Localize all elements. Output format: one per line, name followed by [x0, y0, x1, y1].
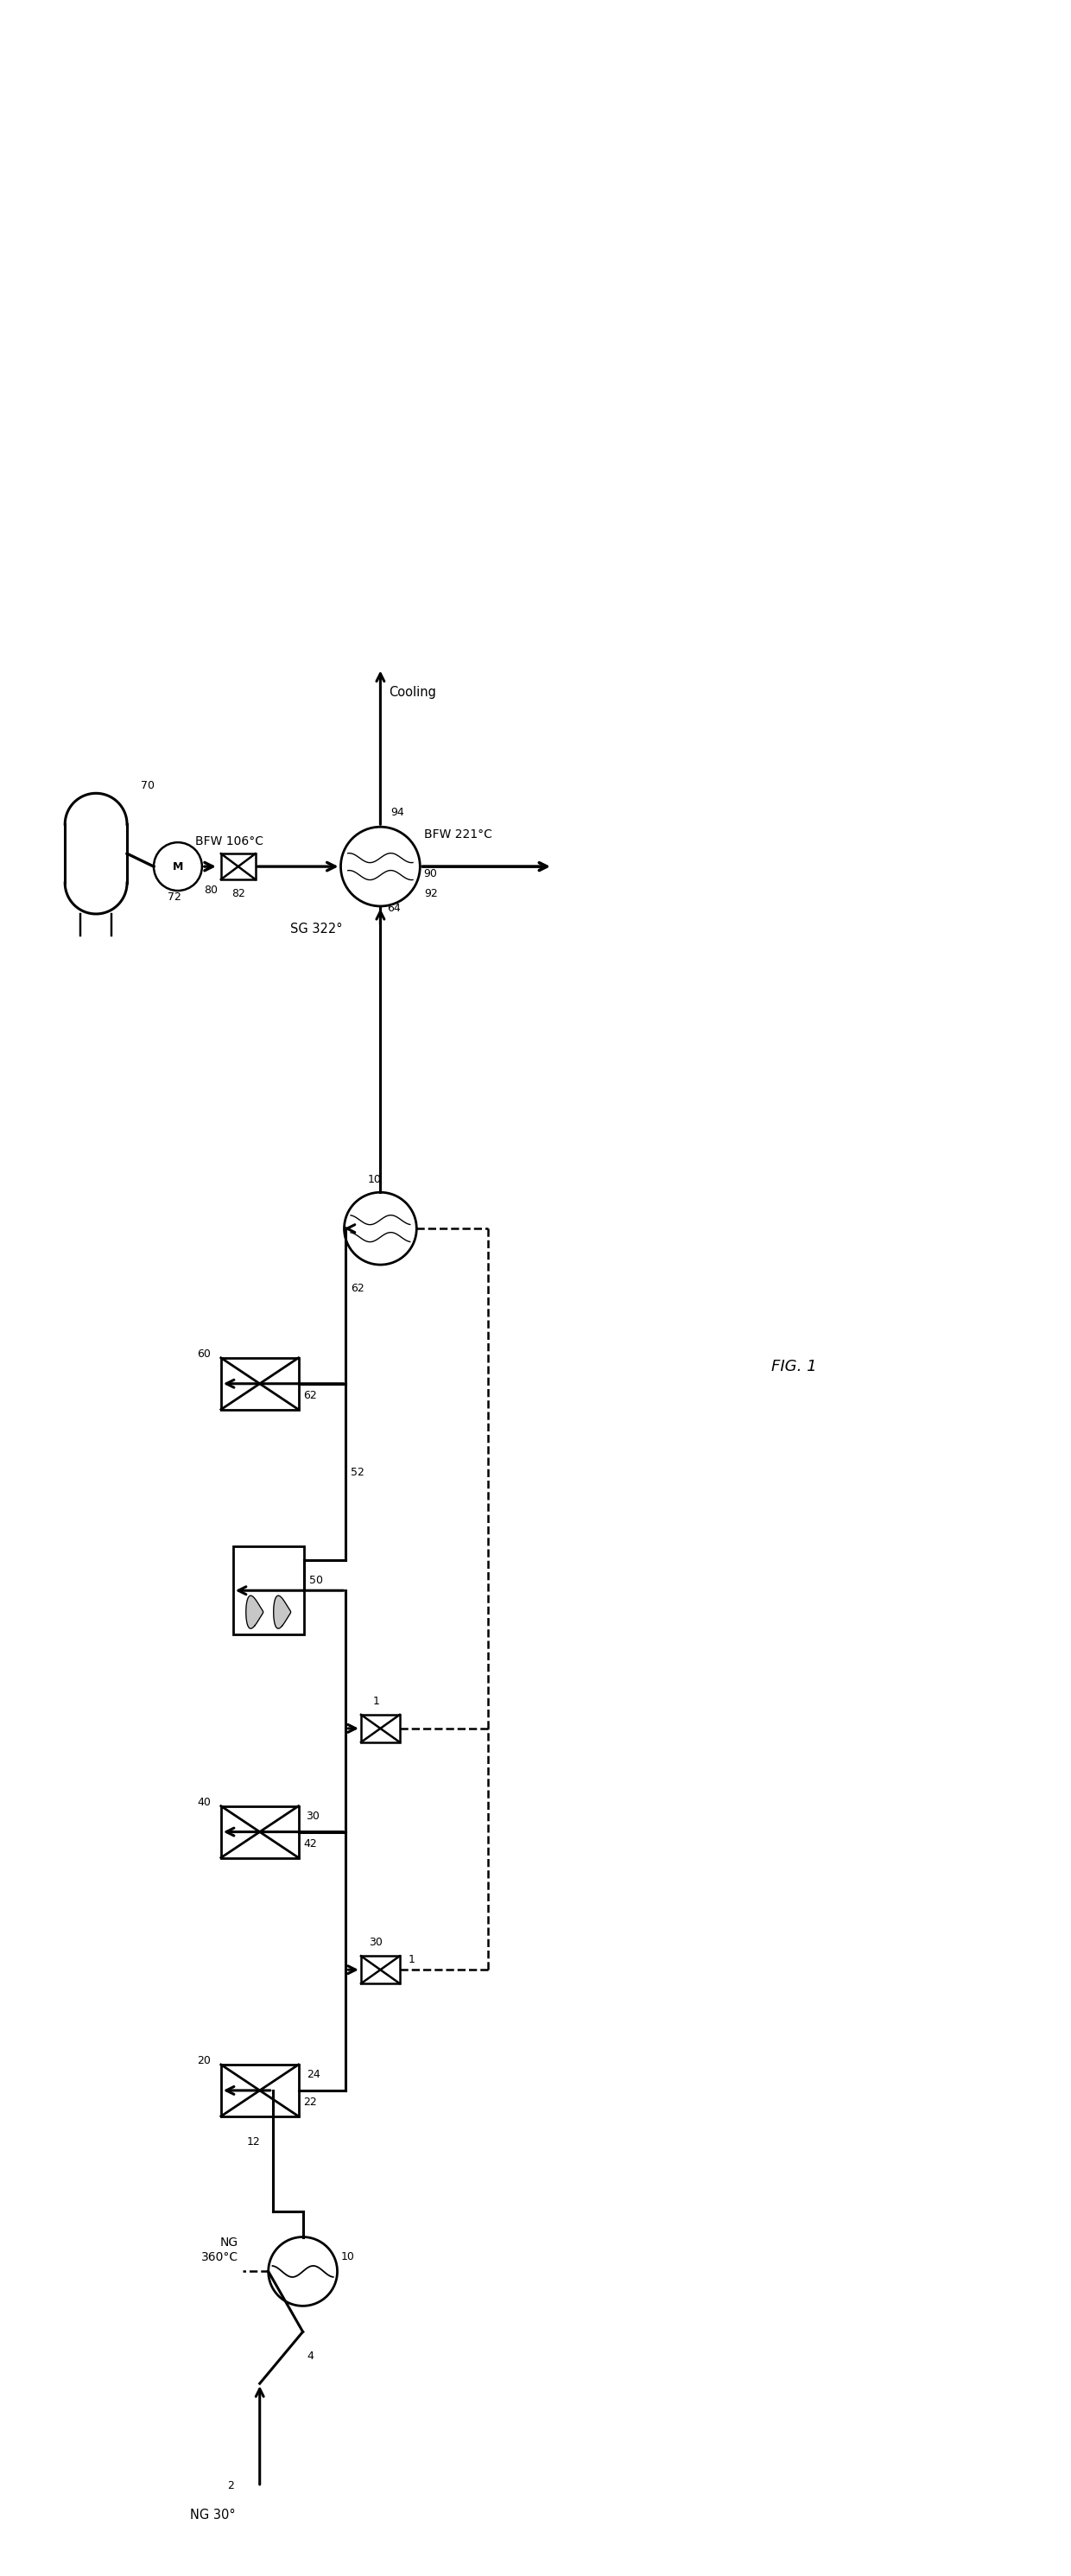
Bar: [221, 1358, 299, 1409]
Text: 72: 72: [167, 891, 181, 902]
Text: 20: 20: [197, 2056, 211, 2066]
Text: 94: 94: [391, 806, 405, 819]
Text: 22: 22: [304, 2097, 317, 2107]
Text: 90: 90: [423, 868, 437, 878]
Bar: [233, 1546, 304, 1636]
Text: 1: 1: [373, 1695, 379, 1708]
Text: 24: 24: [307, 2069, 320, 2079]
Bar: [221, 2063, 299, 2117]
Text: 4: 4: [307, 2352, 314, 2362]
Text: 82: 82: [231, 889, 245, 899]
Text: 1: 1: [408, 1955, 416, 1965]
Polygon shape: [246, 1595, 263, 1628]
Text: NG
360°C: NG 360°C: [201, 2236, 238, 2262]
Text: BFW 106°C: BFW 106°C: [195, 835, 263, 848]
Text: 40: 40: [197, 1795, 211, 1808]
Bar: [221, 1806, 299, 1857]
Bar: [221, 853, 255, 878]
Text: M: M: [172, 860, 183, 873]
Text: BFW 221°C: BFW 221°C: [424, 829, 493, 840]
Text: 10: 10: [341, 2251, 355, 2262]
Text: NG 30°: NG 30°: [190, 2509, 235, 2522]
Text: 2: 2: [227, 2481, 233, 2491]
Bar: [361, 1955, 399, 1984]
Text: 12: 12: [246, 2136, 260, 2148]
Polygon shape: [273, 1595, 290, 1628]
Text: 50: 50: [308, 1574, 322, 1587]
Text: 52: 52: [351, 1466, 365, 1479]
Text: 62: 62: [351, 1283, 365, 1296]
Text: 64: 64: [388, 902, 401, 914]
Text: 92: 92: [424, 889, 438, 899]
Text: 30: 30: [305, 1811, 319, 1821]
Text: FIG. 1: FIG. 1: [771, 1358, 817, 1373]
Text: 42: 42: [304, 1837, 317, 1850]
Text: 62: 62: [304, 1388, 317, 1401]
Bar: [361, 1716, 399, 1741]
Text: SG 322°: SG 322°: [290, 922, 342, 935]
Text: 30: 30: [369, 1937, 383, 1947]
Text: 80: 80: [203, 884, 217, 896]
Text: 70: 70: [140, 781, 154, 791]
Text: 10: 10: [367, 1175, 381, 1185]
Text: Cooling: Cooling: [389, 685, 436, 698]
Text: 60: 60: [197, 1347, 211, 1360]
